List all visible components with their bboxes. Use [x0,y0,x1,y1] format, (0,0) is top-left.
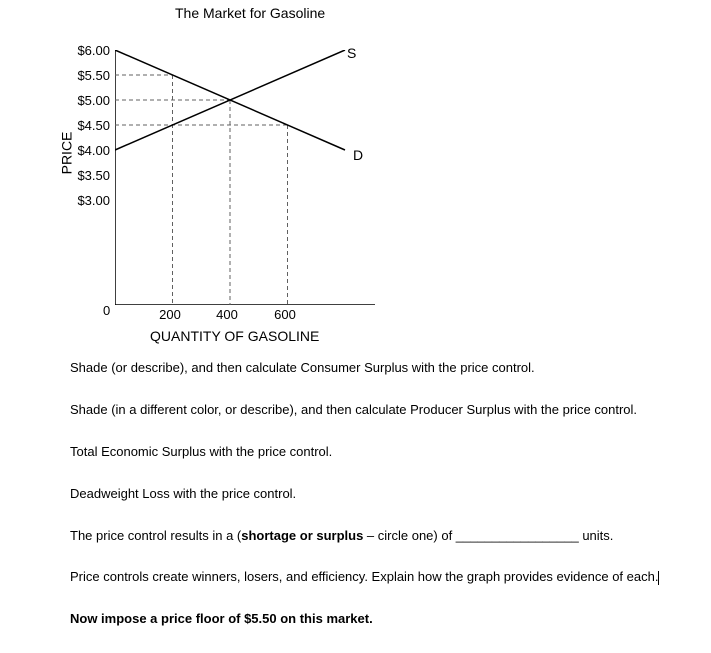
y-tick: $5.00 [70,93,110,108]
x-tick: 600 [270,307,300,322]
y-tick: $5.50 [70,68,110,83]
question-text: – circle one) of _________________ units… [363,528,613,543]
question-item: Price controls create winners, losers, a… [70,569,680,586]
x-axis-label: QUANTITY OF GASOLINE [150,328,319,344]
y-tick: $3.00 [70,193,110,208]
y-tick: $4.50 [70,118,110,133]
y-tick: $4.00 [70,143,110,158]
question-item: The price control results in a (shortage… [70,528,680,545]
text-cursor-icon [658,571,659,585]
question-text: Price controls create winners, losers, a… [70,569,658,584]
x-tick: 400 [212,307,242,322]
question-text: The price control results in a ( [70,528,241,543]
question-bold: shortage or surplus [241,528,363,543]
x-tick: 200 [155,307,185,322]
supply-demand-chart: The Market for Gasoline PRICE QUANTITY O… [75,5,395,345]
y-tick: $6.00 [70,43,110,58]
question-list: Shade (or describe), and then calculate … [70,360,680,653]
y-tick: $3.50 [70,168,110,183]
supply-label: S [347,45,356,61]
question-item: Shade (or describe), and then calculate … [70,360,680,377]
question-item: Total Economic Surplus with the price co… [70,444,680,461]
question-item: Deadweight Loss with the price control. [70,486,680,503]
chart-title: The Market for Gasoline [175,5,325,21]
demand-label: D [353,147,363,163]
question-item: Shade (in a different color, or describe… [70,402,680,419]
question-item-bold: Now impose a price floor of $5.50 on thi… [70,611,680,628]
chart-plot [115,50,375,305]
origin-label: 0 [103,303,110,318]
